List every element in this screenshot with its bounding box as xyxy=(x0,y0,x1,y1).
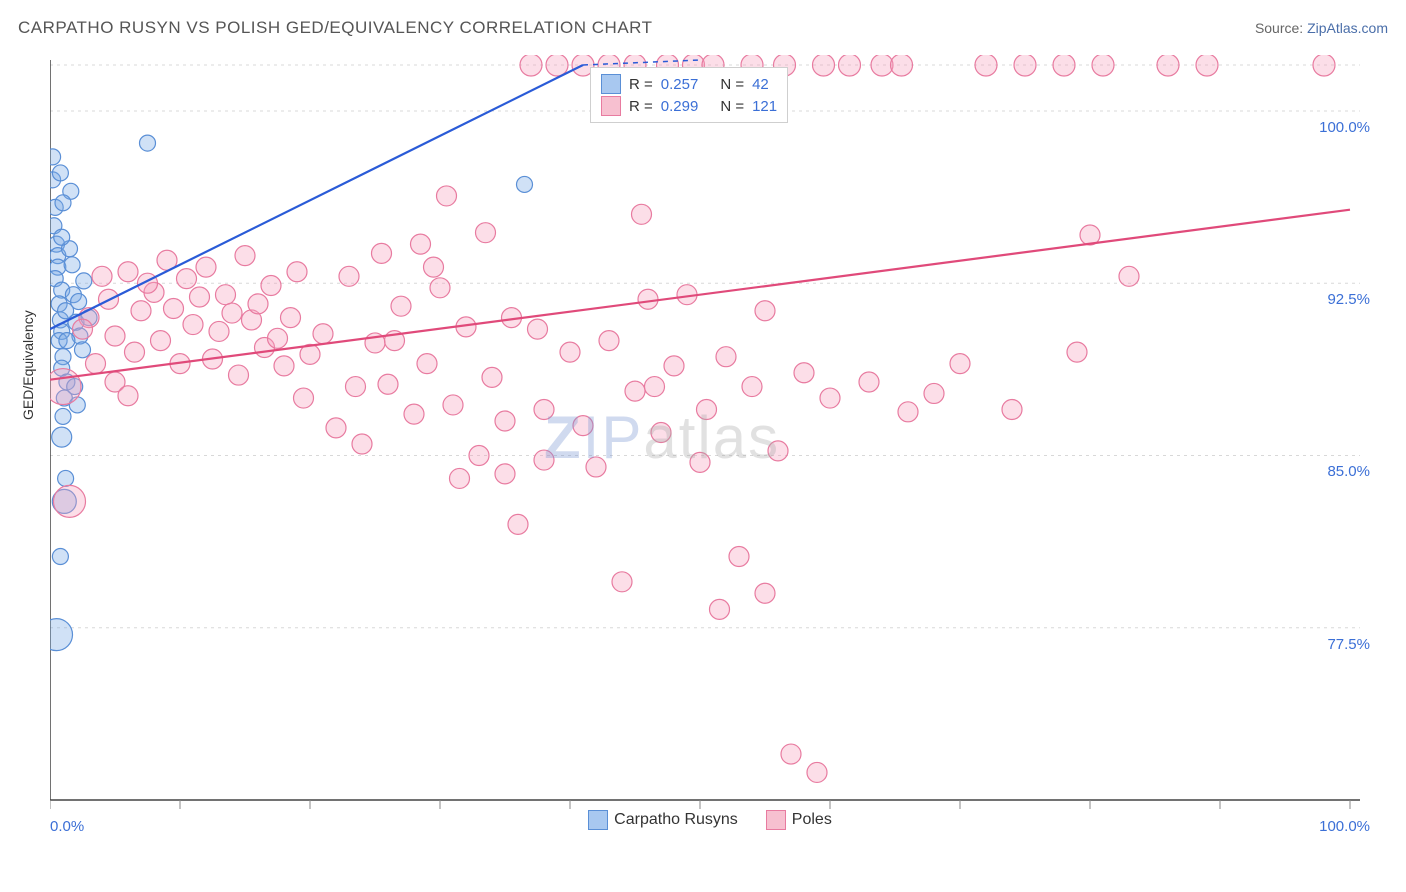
stats-legend-row: R = 0.299 N = 121 xyxy=(601,96,777,116)
series-legend: Carpatho Rusyns Poles xyxy=(50,814,1370,825)
source-link[interactable]: ZipAtlas.com xyxy=(1307,20,1388,36)
legend-swatch xyxy=(601,96,621,116)
y-tick-label: 92.5% xyxy=(1327,291,1370,308)
series-legend-label: Poles xyxy=(792,811,832,829)
legend-swatch xyxy=(766,810,786,830)
r-label: R = xyxy=(629,98,653,115)
x-tick-label: 100.0% xyxy=(1319,818,1370,835)
legend-swatch xyxy=(601,74,621,94)
series-legend-item: Carpatho Rusyns xyxy=(588,814,738,825)
r-value: 0.257 xyxy=(661,76,699,93)
scatter-plot xyxy=(50,55,1370,825)
source-attribution: Source: ZipAtlas.com xyxy=(1255,20,1388,36)
n-label: N = xyxy=(720,76,744,93)
chart-area: ZIPatlas R =0.257N =42R =0.299N =121 Car… xyxy=(50,55,1370,825)
series-legend-item: Poles xyxy=(766,814,832,825)
stats-legend-row: R = 0.257 N = 42 xyxy=(601,74,777,94)
r-label: R = xyxy=(629,76,653,93)
source-prefix: Source: xyxy=(1255,20,1307,36)
y-axis-label: GED/Equivalency xyxy=(20,310,36,420)
n-value: 121 xyxy=(752,98,777,115)
x-tick-label: 0.0% xyxy=(50,818,84,835)
y-tick-label: 77.5% xyxy=(1327,636,1370,653)
series-legend-label: Carpatho Rusyns xyxy=(614,811,738,829)
r-value: 0.299 xyxy=(661,98,699,115)
n-label: N = xyxy=(720,98,744,115)
n-value: 42 xyxy=(752,76,769,93)
legend-swatch xyxy=(588,810,608,830)
chart-title: CARPATHO RUSYN VS POLISH GED/EQUIVALENCY… xyxy=(18,18,653,38)
stats-legend: R = 0.257 N = 42 R = 0.299 N = 121 xyxy=(590,67,788,123)
y-tick-label: 85.0% xyxy=(1327,463,1370,480)
y-tick-label: 100.0% xyxy=(1319,119,1370,136)
